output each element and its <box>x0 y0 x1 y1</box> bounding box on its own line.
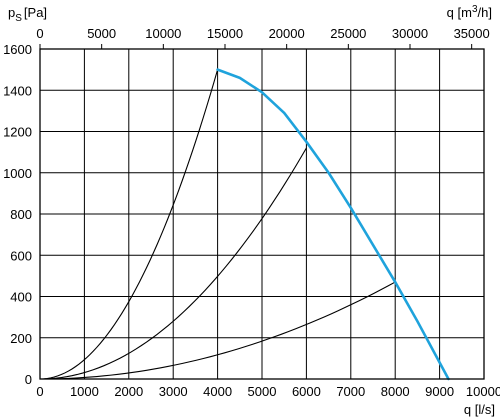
plot-border <box>39 48 485 380</box>
y-tick-label: 600 <box>10 248 32 263</box>
x-bottom-axis-title: q [l/s] <box>464 402 495 417</box>
y-tick-label: 1400 <box>3 83 32 98</box>
x-bottom-tick-label: 0 <box>36 384 43 399</box>
x-bottom-tick-label: 4000 <box>203 384 232 399</box>
system-curve <box>39 69 219 380</box>
y-axis-title: pS [Pa] <box>8 5 47 24</box>
x-bottom-tick-label: 10000 <box>466 384 500 399</box>
x-bottom-tick-label: 9000 <box>425 384 454 399</box>
y-tick-label: 400 <box>10 290 32 305</box>
x-top-tick-label: 5000 <box>87 26 116 41</box>
tick-labels: 0 1000 2000 3000 4000 5000 6000 7000 8000 9000 100… <box>3 26 500 399</box>
x-top-tick-label: 35000 <box>454 26 490 41</box>
x-top-tick-label: 30000 <box>392 26 428 41</box>
y-tick-label: 1200 <box>3 125 32 140</box>
y-tick-label: 200 <box>10 331 32 346</box>
y-tick-label: 0 <box>25 372 32 387</box>
x-top-tick-label: 0 <box>36 26 43 41</box>
x-top-tick-label: 10000 <box>145 26 181 41</box>
system-curve <box>39 147 307 380</box>
grid <box>39 48 485 380</box>
x-bottom-tick-label: 8000 <box>381 384 410 399</box>
x-bottom-tick-label: 1000 <box>70 384 99 399</box>
x-bottom-tick-label: 3000 <box>159 384 188 399</box>
y-tick-label: 800 <box>10 207 32 222</box>
x-bottom-tick-label: 2000 <box>114 384 143 399</box>
system-curve <box>39 281 396 380</box>
curves <box>39 68 450 381</box>
x-top-axis-title: q [m3/h] <box>447 4 492 20</box>
x-bottom-tick-label: 7000 <box>336 384 365 399</box>
plot-frame <box>39 44 485 380</box>
x-top-tick-label: 25000 <box>330 26 366 41</box>
y-tick-label: 1000 <box>3 166 32 181</box>
fan-curve <box>216 68 450 381</box>
x-bottom-tick-label: 6000 <box>292 384 321 399</box>
x-top-tick-label: 15000 <box>207 26 243 41</box>
x-top-tick-label: 20000 <box>269 26 305 41</box>
x-bottom-tick-label: 5000 <box>248 384 277 399</box>
y-tick-label: 1600 <box>3 42 32 57</box>
